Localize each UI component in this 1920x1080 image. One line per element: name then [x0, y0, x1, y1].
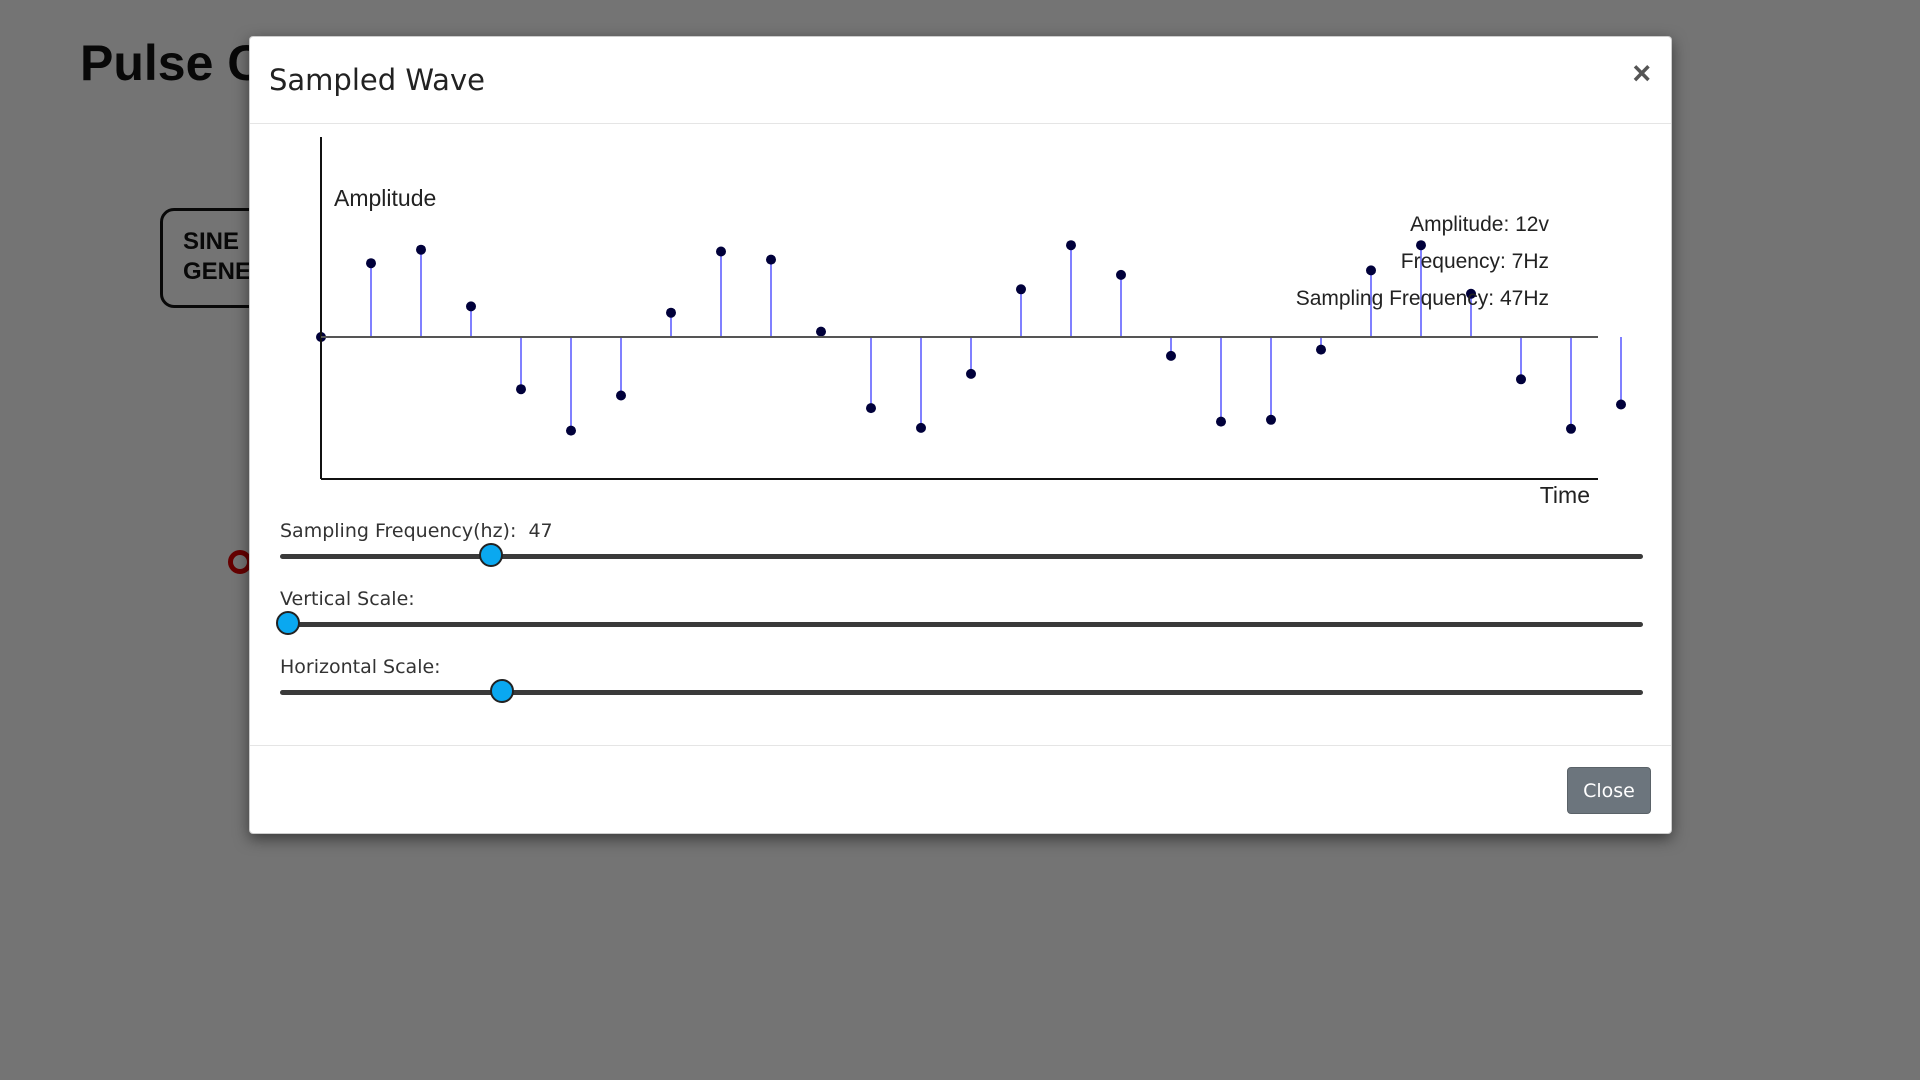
amplitude-info: Amplitude: 12v	[1410, 213, 1549, 236]
stem-series	[316, 240, 1626, 436]
sample-point-22	[1416, 240, 1426, 251]
sampling-frequency-thumb[interactable]	[479, 543, 504, 567]
sample-point-18	[1216, 416, 1226, 427]
x-axis-label: Time	[1540, 482, 1590, 508]
horizontal-scale-slider[interactable]	[280, 679, 1643, 703]
sample-point-6	[616, 390, 626, 401]
sample-point-7	[666, 307, 676, 318]
sample-point-13	[966, 368, 976, 379]
sample-point-26	[1616, 399, 1626, 410]
sampled-wave-modal: Sampled Wave × Amplitude Time Amplitude:…	[249, 36, 1672, 834]
vertical-scale-thumb[interactable]	[276, 611, 301, 635]
sample-point-4	[516, 384, 526, 395]
sample-point-20	[1316, 344, 1326, 355]
sample-point-2	[416, 244, 426, 255]
close-icon[interactable]: ×	[1632, 55, 1651, 91]
sample-point-8	[716, 246, 726, 257]
sample-point-9	[766, 254, 776, 265]
modal-header: Sampled Wave ×	[250, 37, 1671, 124]
sampling-frequency-info: Sampling Frequency: 47Hz	[1296, 287, 1549, 310]
sample-point-17	[1166, 350, 1176, 361]
sample-point-15	[1066, 240, 1076, 251]
sample-point-12	[916, 422, 926, 433]
sample-point-21	[1366, 265, 1376, 276]
vertical-scale-slider[interactable]	[276, 611, 1643, 635]
horizontal-scale-thumb[interactable]	[490, 679, 515, 703]
horizontal-scale-label: Horizontal Scale:	[280, 656, 441, 678]
sample-point-19	[1266, 414, 1276, 425]
sample-point-5	[566, 425, 576, 436]
close-button[interactable]: Close	[1567, 767, 1651, 814]
frequency-info: Frequency: 7Hz	[1401, 250, 1549, 273]
sample-point-10	[816, 326, 826, 337]
horizontal-scale-control: Horizontal Scale:	[280, 656, 1643, 703]
sample-point-3	[466, 301, 476, 312]
sampling-frequency-value: 47	[528, 520, 553, 542]
sample-point-24	[1516, 374, 1526, 385]
sample-point-1	[366, 258, 376, 269]
sample-point-25	[1566, 423, 1576, 434]
sample-point-16	[1116, 269, 1126, 280]
sample-point-14	[1016, 284, 1026, 295]
sampled-wave-chart: Amplitude Time Amplitude: 12v Frequency:…	[316, 137, 1626, 508]
sample-point-11	[866, 403, 876, 414]
modal-title: Sampled Wave	[269, 63, 485, 97]
modal-footer: Close	[250, 745, 1671, 833]
sampling-frequency-slider[interactable]	[280, 543, 1643, 567]
vertical-scale-control: Vertical Scale:	[276, 588, 1643, 635]
sampling-frequency-control: Sampling Frequency(hz): 47	[280, 520, 1643, 567]
sample-point-23	[1466, 288, 1476, 299]
sampling-frequency-label: Sampling Frequency(hz):	[280, 520, 517, 542]
y-axis-label: Amplitude	[334, 185, 436, 211]
vertical-scale-label: Vertical Scale:	[280, 588, 415, 610]
